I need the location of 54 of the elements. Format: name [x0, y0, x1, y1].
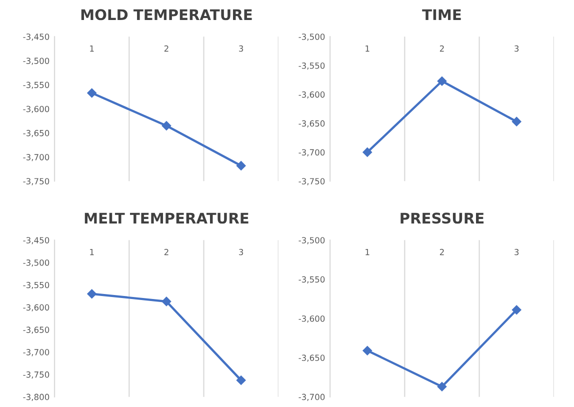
- point: [512, 116, 522, 126]
- y-tick-label: -3,750: [23, 371, 50, 379]
- x-tick-label: 2: [164, 248, 168, 256]
- y-tick-label: -3,500: [23, 259, 50, 267]
- y-tick-label: -3,650: [298, 354, 325, 362]
- point: [512, 305, 522, 314]
- y-tick-label: -3,650: [298, 120, 325, 128]
- x-tick-label: 2: [440, 248, 444, 256]
- chart-title: MOLD TEMPERATURE: [81, 9, 252, 20]
- y-tick-label: -3,650: [23, 326, 50, 334]
- point: [162, 121, 172, 130]
- y-tick-label: -3,700: [298, 149, 325, 156]
- y-tick-label: -3,500: [23, 58, 50, 65]
- y-tick-label: -3,550: [23, 282, 50, 290]
- point: [437, 76, 447, 86]
- y-tick-label: -3,800: [23, 394, 50, 401]
- y-tick-label: -3,550: [298, 276, 325, 284]
- y-tick-label: -3,550: [23, 82, 50, 89]
- y-tick-label: -3,650: [23, 130, 50, 138]
- point: [236, 161, 246, 170]
- x-tick-label: 3: [239, 248, 244, 256]
- y-tick-label: -3,750: [23, 178, 50, 186]
- y-tick-label: -3,500: [298, 237, 325, 244]
- x-tick-label: 3: [239, 45, 244, 52]
- point: [87, 289, 96, 298]
- x-tick-label: 3: [514, 248, 519, 256]
- y-tick-label: -3,750: [298, 178, 325, 186]
- point: [236, 376, 246, 385]
- x-tick-label: 1: [366, 45, 370, 52]
- point: [437, 382, 447, 392]
- y-tick-label: -3,600: [23, 106, 50, 114]
- chart-title: TIME: [422, 9, 461, 20]
- x-tick-label: 2: [440, 45, 444, 52]
- chart-title: PRESSURE: [400, 212, 484, 224]
- x-tick-label: 3: [514, 45, 519, 52]
- y-tick-label: -3,700: [23, 154, 50, 162]
- x-tick-label: 1: [366, 248, 370, 256]
- y-tick-label: -3,700: [298, 394, 325, 401]
- y-tick-label: -3,500: [298, 34, 325, 41]
- y-tick-label: -3,550: [298, 62, 325, 70]
- chart-title: MELT TEMPERATURE: [84, 212, 248, 224]
- y-tick-label: -3,450: [23, 237, 50, 244]
- x-tick-label: 1: [90, 45, 94, 52]
- y-tick-label: -3,600: [298, 91, 325, 99]
- point: [87, 88, 96, 98]
- point: [362, 148, 372, 157]
- y-tick-label: -3,600: [298, 315, 325, 323]
- y-tick-label: -3,600: [23, 304, 50, 312]
- y-tick-label: -3,450: [23, 34, 50, 41]
- x-tick-label: 2: [164, 45, 168, 52]
- x-tick-label: 1: [90, 248, 94, 256]
- point: [162, 296, 172, 306]
- point: [362, 346, 372, 356]
- y-tick-label: -3,700: [23, 349, 50, 356]
